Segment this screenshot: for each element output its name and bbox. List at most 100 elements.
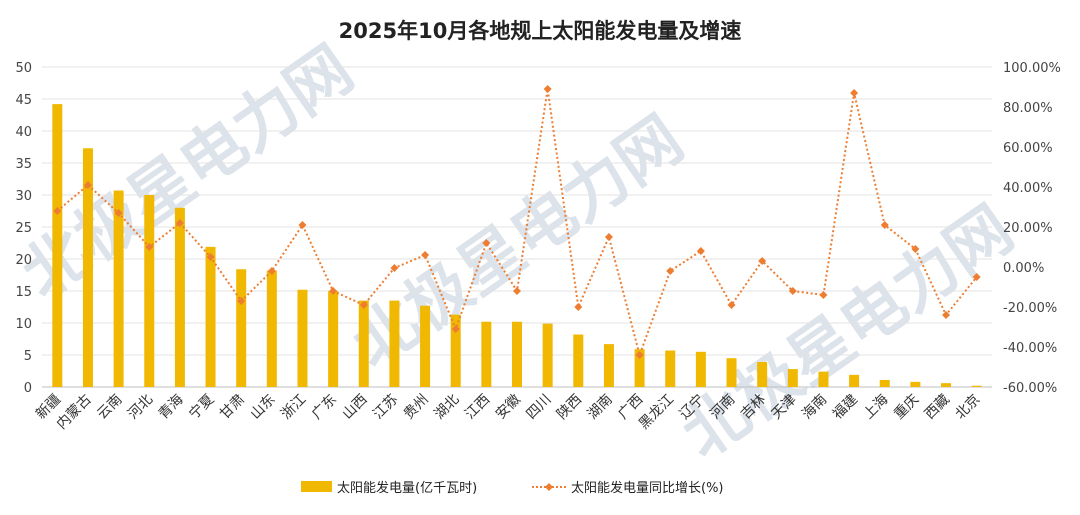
left-tick-label: 0 <box>24 381 32 396</box>
left-tick-label: 20 <box>15 253 32 268</box>
bar <box>236 269 247 387</box>
right-tick-label: -40.00% <box>1003 341 1057 356</box>
bar-series <box>52 104 982 388</box>
bar <box>420 305 431 387</box>
growth-point <box>788 287 797 295</box>
watermark-text: 北极星电力网 <box>9 32 366 313</box>
right-tick-label: 80.00% <box>1003 101 1053 116</box>
right-axis-ticks: -60.00% -40.00% -20.00% 0.00% 20.00% 40.00% 60… <box>1003 61 1061 396</box>
bar <box>941 383 952 387</box>
category-label: 北京 <box>952 392 983 423</box>
legend-line-label: 太阳能发电量同比增长(%) <box>571 480 724 496</box>
bar <box>818 371 829 387</box>
growth-point <box>758 257 767 265</box>
left-tick-label: 45 <box>15 93 32 108</box>
right-tick-label: 100.00% <box>1003 61 1061 76</box>
growth-point <box>390 264 399 272</box>
right-tick-label: -60.00% <box>1003 381 1057 396</box>
category-label: 浙江 <box>278 392 309 423</box>
category-label: 青海 <box>156 392 187 423</box>
growth-point <box>421 251 430 259</box>
growth-point <box>513 287 521 295</box>
bar <box>542 323 553 387</box>
growth-point <box>727 301 736 309</box>
bar <box>82 148 93 387</box>
growth-point <box>972 273 981 281</box>
category-label: 湖南 <box>585 392 616 423</box>
bar <box>52 104 63 388</box>
category-label: 内蒙古 <box>54 392 95 433</box>
bar <box>512 321 522 387</box>
right-tick-label: 0.00% <box>1003 261 1044 276</box>
left-tick-label: 15 <box>15 285 32 300</box>
right-tick-label: 40.00% <box>1003 181 1053 196</box>
category-label: 陕西 <box>554 392 585 423</box>
category-label: 广东 <box>309 392 340 423</box>
legend-line-marker <box>545 483 553 491</box>
category-label: 上海 <box>860 392 891 423</box>
left-tick-label: 35 <box>15 157 32 172</box>
growth-point <box>696 247 705 255</box>
bar <box>450 314 461 387</box>
bar <box>603 344 614 387</box>
legend-bar-swatch <box>301 481 332 492</box>
right-tick-label: 60.00% <box>1003 141 1053 156</box>
growth-point <box>237 297 246 305</box>
growth-point <box>880 221 889 229</box>
bar <box>695 351 706 387</box>
bar <box>297 289 308 387</box>
category-label: 宁夏 <box>186 391 218 423</box>
watermark-text: 北极星电力网 <box>669 192 1026 473</box>
growth-point <box>911 245 920 253</box>
bar <box>144 195 155 387</box>
category-label: 重庆 <box>891 392 922 423</box>
left-axis-ticks: 0 5 10 15 20 25 30 35 40 45 50 <box>15 61 32 396</box>
growth-point <box>53 207 62 215</box>
bar <box>266 270 277 387</box>
growth-point <box>267 267 276 275</box>
bar <box>328 291 339 387</box>
category-label: 湖北 <box>431 392 462 423</box>
category-label: 甘肃 <box>217 392 248 423</box>
category-label: 四川 <box>523 392 554 423</box>
left-tick-label: 50 <box>15 61 32 76</box>
chart-title: 2025年10月各地规上太阳能发电量及增速 <box>339 19 742 43</box>
growth-point <box>635 351 644 359</box>
category-label: 山东 <box>248 392 279 423</box>
category-label: 福建 <box>830 392 861 423</box>
category-label: 云南 <box>94 392 125 423</box>
category-labels: 新疆内蒙古 云南 河北 青海 宁夏 甘肃 山东 浙江 广东 山西 江苏 贵州 湖北 江西 安徽 四川 陕西 湖南广… <box>33 391 983 433</box>
bar <box>665 350 676 387</box>
category-label: 山西 <box>339 392 370 423</box>
growth-point <box>145 243 154 251</box>
growth-point <box>329 287 338 295</box>
bar <box>113 190 124 387</box>
bar <box>634 349 645 387</box>
bar <box>757 362 768 387</box>
right-tick-label: 20.00% <box>1003 221 1053 236</box>
growth-point <box>604 233 613 241</box>
growth-point <box>819 291 828 299</box>
left-tick-label: 5 <box>24 349 32 364</box>
bar <box>849 374 860 387</box>
category-label: 西藏 <box>922 392 953 423</box>
growth-point <box>175 219 184 227</box>
growth-point <box>114 209 123 217</box>
growth-point <box>942 311 951 319</box>
growth-point <box>666 267 675 275</box>
bar <box>358 300 369 387</box>
growth-line-series <box>53 85 981 359</box>
bar <box>481 321 492 387</box>
bar <box>879 379 890 387</box>
bar <box>205 246 216 387</box>
bar <box>726 358 737 387</box>
category-label: 河北 <box>125 392 156 423</box>
growth-point <box>206 253 215 261</box>
bar <box>573 334 584 387</box>
bar <box>787 369 798 387</box>
growth-point <box>574 303 583 311</box>
growth-point <box>83 181 92 189</box>
growth-point <box>543 85 552 93</box>
right-tick-label: -20.00% <box>1003 301 1057 316</box>
